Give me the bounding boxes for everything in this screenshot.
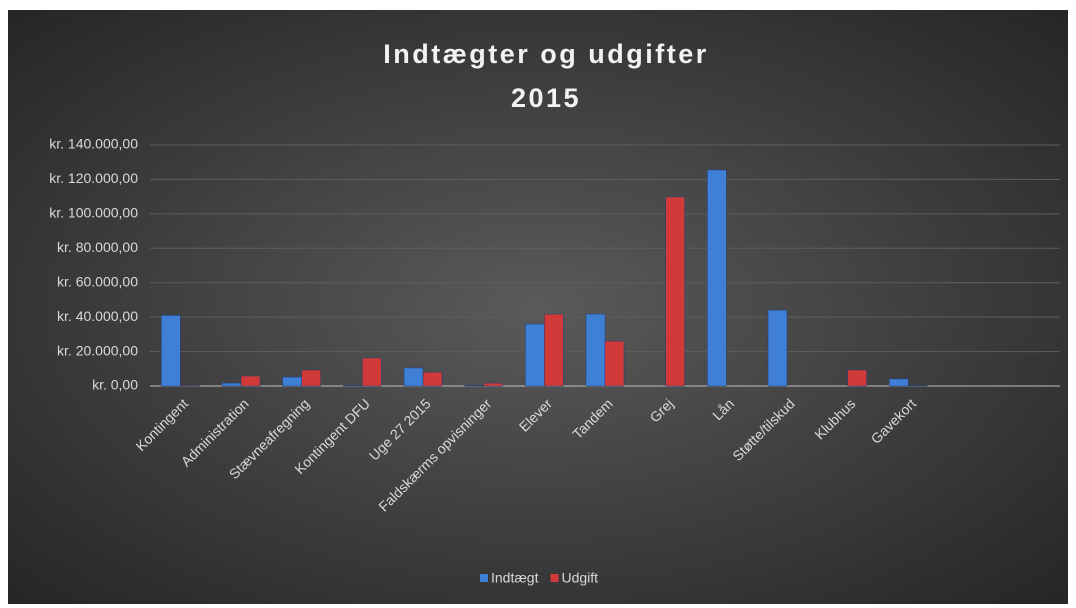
bar [544,313,564,387]
bar [464,385,484,387]
y-tick-label: kr. 140.000,00 [49,136,138,152]
legend-swatch [550,574,559,582]
bar [343,385,363,387]
legend-label: Indtægt [491,570,539,586]
bar [707,169,727,387]
y-tick-label: kr. 0,00 [92,377,138,393]
bar [525,323,545,387]
y-tick-label: kr. 40.000,00 [57,308,138,324]
bar [282,376,302,387]
bar [847,369,867,387]
legend-label: Udgift [561,570,598,586]
bar [422,371,443,387]
bar [604,340,625,387]
y-tick-label: kr. 60.000,00 [57,273,138,289]
y-tick-label: kr. 80.000,00 [57,239,138,255]
bar [362,357,382,387]
bar [180,384,200,387]
bar [908,385,928,387]
bar [240,375,261,387]
bar [889,378,909,387]
bar [161,315,181,387]
chart-title: Indtægter og udgifter [383,39,708,69]
chart-area [8,10,1068,604]
chart-subtitle: 2015 [511,83,581,113]
y-tick-label: kr. 120.000,00 [49,170,138,186]
bar [665,196,685,387]
bar [403,367,424,387]
bar [767,309,788,387]
bar [221,382,242,387]
bar [585,313,606,387]
legend-swatch [480,574,488,582]
bar [483,382,503,387]
bar [301,369,321,387]
y-tick-label: kr. 20.000,00 [57,342,138,358]
y-tick-label: kr. 100.000,00 [49,205,138,221]
